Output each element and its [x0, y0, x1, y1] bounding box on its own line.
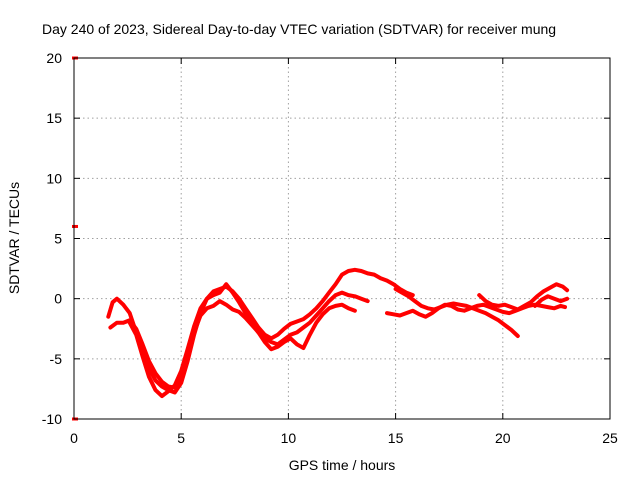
- x-tick-label: 15: [388, 430, 404, 446]
- y-axis-label: SDTVAR / TECUs: [6, 182, 22, 294]
- axis-ticks: [73, 57, 611, 420]
- x-tick-label: 25: [602, 430, 618, 446]
- series-line-trace-c: [127, 282, 357, 399]
- grid-lines: [74, 58, 610, 419]
- y-tick-label: 20: [46, 50, 62, 66]
- y-tick-label: 5: [54, 231, 62, 247]
- x-tick-label: 10: [281, 430, 297, 446]
- tick-labels: 0 5 10 15 20 25 -10 -5 0 5 10 15 20: [42, 50, 618, 446]
- series-line-trace-b: [108, 290, 370, 390]
- series-line-trace-a: [106, 267, 415, 395]
- x-tick-label: 5: [177, 430, 185, 446]
- y-tick-label: 10: [46, 170, 62, 186]
- x-tick-label: 0: [70, 430, 78, 446]
- series-line-trace-g: [533, 294, 570, 308]
- x-axis-label: GPS time / hours: [289, 457, 396, 473]
- data-point-marker-0: [72, 224, 78, 228]
- data-series: [72, 56, 570, 421]
- y-tick-label: 0: [54, 291, 62, 307]
- y-tick-label: -5: [50, 351, 63, 367]
- series-line-trace-d: [393, 287, 520, 338]
- y-tick-label: 15: [46, 110, 62, 126]
- y-tick-label: -10: [42, 411, 62, 427]
- series-line-trace-f: [477, 282, 570, 312]
- x-tick-label: 20: [495, 430, 511, 446]
- chart-title: Day 240 of 2023, Sidereal Day-to-day VTE…: [42, 21, 556, 37]
